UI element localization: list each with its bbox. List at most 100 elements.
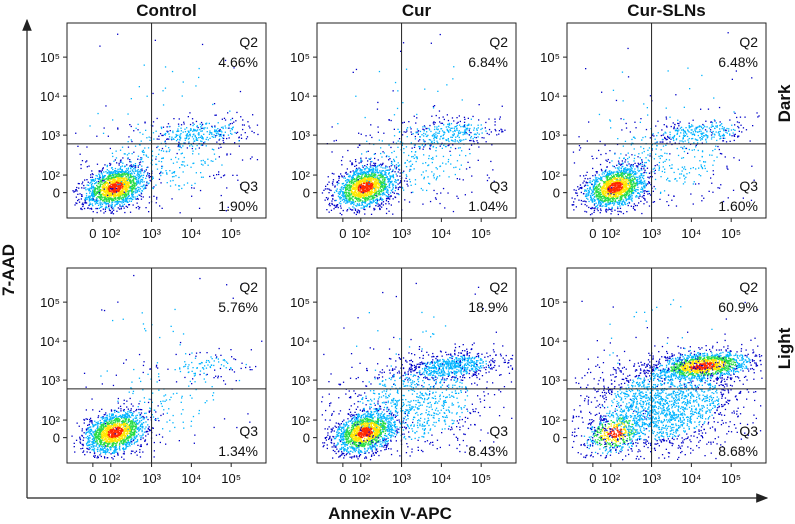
event-dot xyxy=(196,125,198,127)
event-dot xyxy=(104,181,106,183)
event-dot xyxy=(370,181,372,183)
event-dot xyxy=(119,190,121,192)
event-dot xyxy=(362,201,364,203)
event-dot xyxy=(335,199,337,202)
event-dot xyxy=(119,205,121,207)
event-dot xyxy=(114,181,116,183)
event-dot xyxy=(142,186,144,188)
event-dot xyxy=(397,128,399,130)
event-dot xyxy=(432,175,435,177)
event-dot xyxy=(127,146,130,148)
event-dot xyxy=(121,184,123,186)
event-dot xyxy=(361,160,363,162)
event-dot xyxy=(197,133,199,135)
event-dot xyxy=(142,176,144,179)
event-dot xyxy=(490,160,492,163)
event-dot xyxy=(227,112,229,114)
event-dot xyxy=(123,203,126,205)
event-dot xyxy=(113,189,115,191)
event-dot xyxy=(436,140,438,142)
event-dot xyxy=(365,185,368,187)
event-dot xyxy=(96,191,99,193)
event-dot xyxy=(375,198,377,200)
event-dot xyxy=(364,193,366,195)
event-dot xyxy=(594,181,596,183)
event-dot xyxy=(118,196,121,198)
event-dot xyxy=(165,145,167,147)
event-dot xyxy=(118,177,120,180)
event-dot xyxy=(375,191,377,193)
event-dot xyxy=(74,204,76,206)
event-dot xyxy=(146,184,148,187)
event-dot xyxy=(140,198,143,200)
event-dot xyxy=(373,185,375,187)
event-dot xyxy=(355,197,358,199)
event-dot xyxy=(435,155,438,157)
event-dot xyxy=(634,176,636,178)
event-dot xyxy=(371,171,373,173)
event-dot xyxy=(599,191,602,193)
event-dot xyxy=(120,176,122,179)
event-dot xyxy=(432,134,434,136)
event-dot xyxy=(348,191,350,193)
event-dot xyxy=(358,132,360,134)
event-dot xyxy=(352,192,355,195)
event-dot xyxy=(380,163,382,165)
event-dot xyxy=(127,176,129,178)
event-dot xyxy=(413,146,416,148)
event-dot xyxy=(121,165,123,167)
event-dot xyxy=(362,166,364,168)
event-dot xyxy=(369,205,371,207)
event-dot xyxy=(410,160,412,162)
event-dot xyxy=(344,197,346,199)
event-dot xyxy=(382,182,385,185)
event-dot xyxy=(112,168,114,171)
event-dot xyxy=(399,181,402,183)
event-dot xyxy=(382,201,385,203)
event-dot xyxy=(156,146,158,149)
event-dot xyxy=(201,136,203,138)
event-dot xyxy=(86,160,88,162)
event-dot xyxy=(122,185,124,187)
event-dot xyxy=(360,195,362,197)
event-dot xyxy=(127,195,130,198)
event-dot xyxy=(114,196,116,198)
event-dot xyxy=(361,175,363,177)
event-dot xyxy=(430,158,433,160)
event-dot xyxy=(92,189,94,191)
event-dot xyxy=(413,168,415,170)
event-dot xyxy=(147,172,149,174)
event-dot xyxy=(226,137,228,140)
event-dot xyxy=(464,124,466,126)
event-dot xyxy=(108,192,110,194)
event-dot xyxy=(143,181,145,183)
event-dot xyxy=(355,171,357,173)
event-dot xyxy=(386,176,388,179)
event-dot xyxy=(621,160,623,162)
event-dot xyxy=(390,195,392,197)
event-dot xyxy=(387,173,390,175)
event-dot xyxy=(465,138,467,140)
event-dot xyxy=(378,177,380,180)
event-dot xyxy=(118,190,120,192)
event-dot xyxy=(129,165,131,167)
event-dot xyxy=(504,129,506,131)
event-dot xyxy=(96,175,98,177)
event-dot xyxy=(409,165,412,167)
event-dot xyxy=(222,139,224,142)
event-dot xyxy=(337,204,339,206)
event-dot xyxy=(350,201,353,203)
event-dot xyxy=(425,162,427,164)
event-dot xyxy=(110,212,112,214)
event-dot xyxy=(435,136,437,139)
event-dot xyxy=(360,160,362,162)
event-dot xyxy=(148,136,150,138)
event-dot xyxy=(590,208,593,210)
event-dot xyxy=(592,198,595,200)
event-dot xyxy=(363,187,365,189)
event-dot xyxy=(377,126,379,128)
event-dot xyxy=(356,200,358,202)
event-dot xyxy=(202,159,204,162)
event-dot xyxy=(363,168,365,170)
event-dot xyxy=(110,183,112,185)
